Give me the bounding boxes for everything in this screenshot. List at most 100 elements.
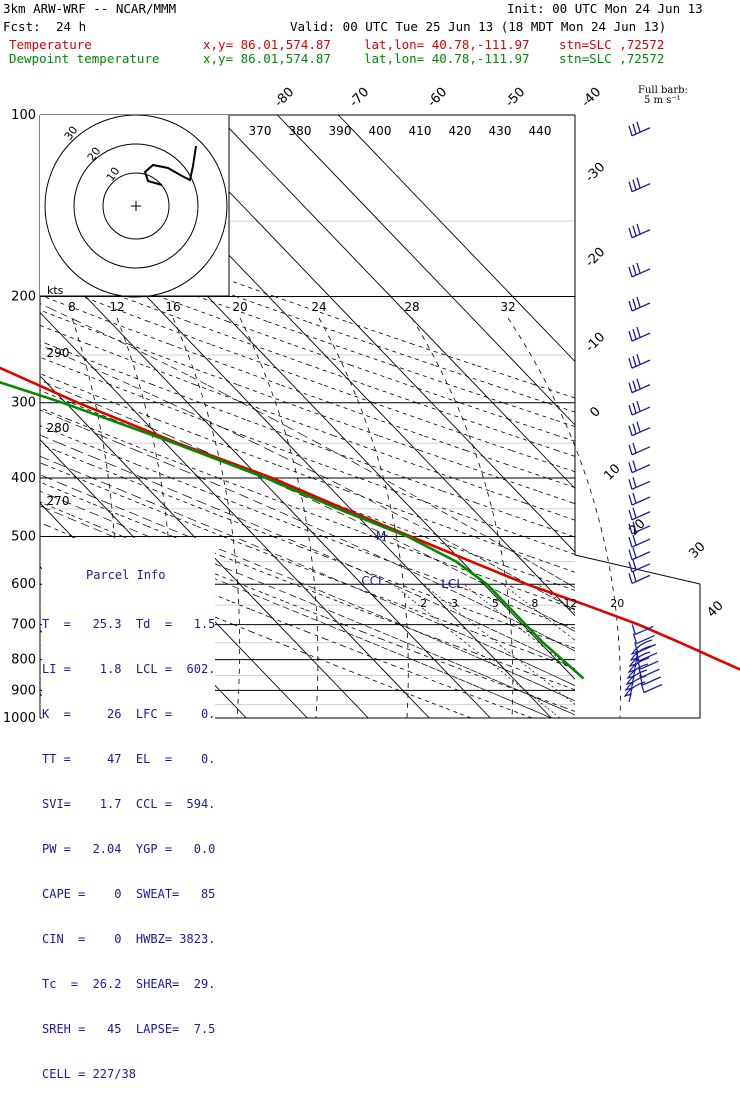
- barb-note-1: Full barb:: [638, 85, 688, 96]
- series-lines: [0, 366, 740, 680]
- wind-barb-feather: [632, 423, 637, 434]
- wind-barb-feather: [628, 494, 633, 506]
- wind-barb-feather: [628, 330, 633, 342]
- wind-barb-feather: [632, 460, 637, 471]
- wind-barb-staff: [631, 480, 651, 490]
- wind-barb-staff: [631, 538, 651, 548]
- wind-barb-staff: [638, 652, 658, 662]
- mixing-ratio-label-20: 20: [610, 597, 624, 610]
- wind-barb-staff: [631, 446, 651, 456]
- pressure-label-900: 900: [11, 683, 36, 698]
- dewpoint-line: [0, 380, 585, 680]
- wind-barb-feather: [632, 380, 637, 391]
- wind-barb-feather: [632, 492, 637, 504]
- wind-barb: [634, 642, 657, 653]
- wind-barb-feather: [636, 353, 641, 365]
- pressure-label-400: 400: [11, 471, 36, 486]
- mixing-ratio-label-2: 2: [420, 597, 427, 610]
- wind-barb-feather: [632, 534, 637, 546]
- dry-adiabat-360: [39, 340, 576, 538]
- wind-barb-feather: [636, 223, 641, 234]
- init-time: Init: 00 UTC Mon 24 Jun 13: [507, 1, 703, 16]
- wind-barb-staff: [631, 127, 651, 137]
- wind-barb: [632, 633, 655, 645]
- wind-barb: [628, 353, 651, 369]
- speed-arc-8: [71, 317, 118, 719]
- isotherm-label-0: 0: [587, 404, 603, 420]
- mixing-ratio-12: [537, 583, 576, 613]
- hodograph-center-mark: [131, 201, 141, 211]
- wind-barb-feather: [628, 227, 633, 238]
- wind-barb-feather: [628, 404, 633, 416]
- pressure-label-1000: 1000: [3, 711, 36, 726]
- temp-latlon: lat,lon= 40.78,-111.97: [364, 37, 530, 52]
- hodograph-speed-label-32: 32: [500, 300, 515, 314]
- temp-station: stn=SLC ,72572: [559, 37, 665, 52]
- wind-barb-staff: [631, 268, 651, 278]
- dew-latlon: lat,lon= 40.78,-111.97: [364, 51, 530, 66]
- wind-barb-feather: [631, 624, 636, 635]
- speed-arc-12: [116, 317, 174, 719]
- theta-label-370: 370: [249, 124, 272, 138]
- wind-barb-low: [629, 645, 652, 667]
- wind-barb-feather: [628, 300, 633, 312]
- isotherm-40: [277, 114, 576, 426]
- wind-barb: [628, 492, 651, 506]
- marker-lcl: -LCL: [437, 577, 463, 591]
- speed-arc-32: [507, 317, 621, 719]
- pressure-label-800: 800: [11, 653, 36, 668]
- pressure-label-300: 300: [11, 396, 36, 411]
- wind-barb-staff: [642, 676, 662, 686]
- wind-barb: [628, 400, 651, 416]
- mixing-ratio-3: [422, 583, 576, 705]
- pressure-label-700: 700: [11, 618, 36, 633]
- theta-label-410: 410: [409, 124, 432, 138]
- wind-barb-feather: [628, 462, 633, 473]
- moist-adiabat-25: [39, 344, 576, 611]
- wind-barb-low: [625, 669, 648, 691]
- speed-arc-20: [239, 317, 319, 719]
- wind-barb-feather: [634, 642, 639, 653]
- mixing-ratio-label-12: 12: [563, 597, 577, 610]
- wind-barb-staff: [631, 229, 651, 239]
- pressure-label-100: 100: [11, 108, 36, 123]
- isotherm-label--20: -20: [583, 245, 609, 271]
- speed-arc-28: [411, 317, 514, 719]
- dew-station: stn=SLC ,72572: [559, 51, 665, 66]
- dry-adiabat-280: [39, 481, 576, 691]
- theta-label-430: 430: [489, 124, 512, 138]
- wind-barb-low: [630, 639, 653, 661]
- wind-barb-feather: [628, 125, 633, 136]
- wind-barb-feather: [636, 378, 641, 389]
- wind-barbs: [623, 121, 663, 703]
- temperature-line: [0, 366, 740, 671]
- wind-barb-staff: [637, 643, 657, 653]
- wind-barb-feather: [628, 509, 633, 520]
- mixing-ratio-2: [392, 583, 561, 719]
- wind-barb-feather: [632, 298, 637, 310]
- dew-xy: x,y= 86.01,574.87: [203, 51, 331, 66]
- theta-label-380: 380: [289, 124, 312, 138]
- forecast-label: Fcst:: [3, 19, 41, 34]
- wind-barb-feather: [632, 633, 638, 644]
- wind-barb-staff: [631, 384, 651, 394]
- wind-barb-feather: [628, 573, 633, 584]
- wind-barb-low: [626, 663, 649, 685]
- wind-barb-feather: [632, 442, 637, 453]
- wind-barb-feather: [632, 571, 637, 582]
- isotherm--20: [39, 248, 491, 719]
- moist-adiabat-20: [39, 379, 576, 632]
- wind-barb-staff: [636, 634, 655, 645]
- parcel-row-tt: TT = 47 EL = 0.: [42, 752, 216, 766]
- wind-barb-low: [624, 675, 647, 697]
- parcel-row-tc: Tc = 26.2 SHEAR= 29.: [42, 977, 216, 991]
- right-frame: [574, 115, 701, 719]
- parcel-row-sreh: SREH = 45 LAPSE= 7.5: [42, 1022, 216, 1036]
- wind-barb-feather: [636, 177, 641, 188]
- wind-barb-feather: [632, 123, 637, 134]
- wind-barb: [628, 442, 651, 456]
- wind-barb-staff: [631, 183, 651, 193]
- wind-barb: [628, 378, 651, 394]
- wind-barb: [628, 521, 651, 535]
